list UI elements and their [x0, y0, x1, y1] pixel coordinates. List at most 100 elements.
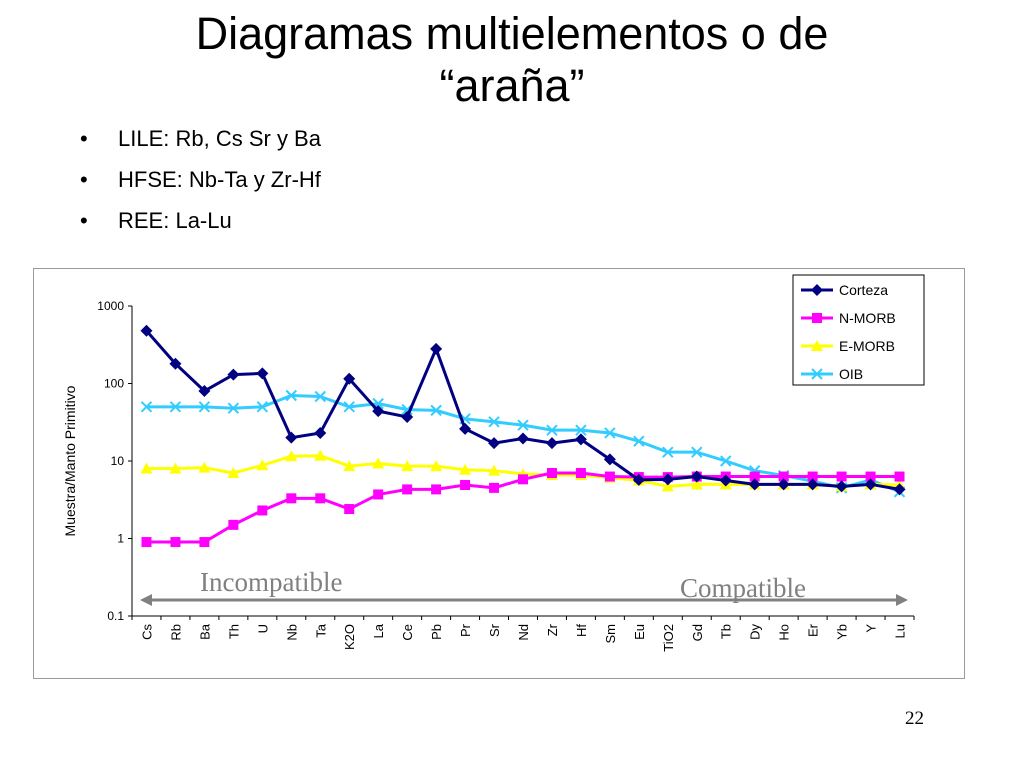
- data-point-corteza: [574, 433, 587, 446]
- annotation-compatible: Compatible: [680, 573, 806, 603]
- data-point-n-morb: [749, 471, 760, 482]
- x-tick-label: Ce: [400, 624, 415, 641]
- data-point-corteza: [690, 470, 703, 483]
- data-point-oib: [256, 401, 269, 413]
- data-point-corteza: [806, 478, 819, 491]
- x-tick-label: Sm: [603, 624, 618, 644]
- data-point-oib: [720, 455, 732, 467]
- data-point-e-morb: [372, 457, 385, 469]
- data-point-n-morb: [228, 519, 239, 530]
- x-tick-label: K2O: [342, 624, 357, 650]
- x-tick-label: Eu: [632, 624, 647, 640]
- data-point-corteza: [835, 480, 848, 493]
- data-point-n-morb: [431, 484, 442, 495]
- legend-label-oib: OIB: [839, 366, 863, 382]
- data-point-corteza: [256, 367, 269, 380]
- compatibility-arrow-left-head: [140, 594, 152, 606]
- data-point-n-morb: [257, 505, 268, 516]
- data-point-e-morb: [661, 480, 674, 492]
- data-point-n-morb: [865, 471, 876, 482]
- data-point-e-morb: [285, 450, 298, 462]
- data-point-corteza: [545, 437, 558, 450]
- data-point-corteza: [488, 437, 501, 450]
- data-point-n-morb: [402, 484, 413, 495]
- data-point-corteza: [632, 473, 645, 486]
- x-tick-label: Hf: [574, 624, 589, 637]
- data-point-n-morb: [778, 471, 789, 482]
- data-point-oib: [488, 416, 500, 428]
- data-point-oib: [285, 389, 298, 402]
- data-point-n-morb: [199, 537, 210, 548]
- x-tick-label: Sr: [487, 623, 502, 637]
- data-point-n-morb: [170, 537, 181, 548]
- x-tick-label: Ba: [197, 623, 212, 640]
- bullet-item-hfse: • HFSE: Nb-Ta y Zr-Hf: [80, 159, 321, 200]
- y-tick-label: 100: [104, 377, 124, 391]
- x-tick-label: Y: [864, 624, 879, 633]
- data-point-n-morb: [315, 493, 326, 504]
- x-tick-label: Gd: [690, 624, 705, 641]
- x-tick-label: Ta: [313, 623, 328, 638]
- x-tick-label: Dy: [748, 624, 763, 640]
- data-point-oib: [227, 402, 240, 414]
- data-point-e-morb: [140, 462, 153, 474]
- data-point-e-morb: [343, 460, 356, 472]
- data-point-n-morb: [894, 471, 905, 482]
- data-point-e-morb: [690, 478, 703, 490]
- data-point-corteza: [372, 405, 385, 418]
- data-point-corteza: [343, 372, 356, 385]
- x-tick-label: Lu: [893, 624, 908, 638]
- data-point-oib: [517, 419, 529, 431]
- data-point-n-morb: [489, 482, 500, 493]
- data-point-corteza: [893, 483, 906, 496]
- x-tick-label: Ho: [777, 624, 792, 641]
- data-point-corteza: [227, 368, 240, 381]
- data-point-n-morb: [575, 468, 586, 479]
- data-point-oib: [169, 401, 182, 413]
- data-point-e-morb: [314, 449, 327, 461]
- data-point-oib: [140, 401, 153, 413]
- data-point-oib: [343, 401, 355, 413]
- y-tick-label: 1: [117, 532, 124, 546]
- chart-frame: 0.1 1 10 100 1000 Muestra/Manto Primitivo Cs Rb…: [33, 268, 965, 679]
- data-point-n-morb: [460, 480, 471, 491]
- bullet-icon: •: [80, 167, 88, 192]
- data-point-n-morb: [373, 489, 384, 500]
- data-point-oib: [314, 390, 326, 403]
- y-tick-label: 10: [111, 454, 125, 468]
- legend-marker-oib: [811, 368, 823, 380]
- data-point-corteza: [661, 473, 674, 486]
- compatibility-arrow-right-head: [896, 594, 908, 606]
- data-point-corteza: [314, 426, 327, 439]
- slide-title-line-2: “araña”: [439, 60, 585, 111]
- data-point-corteza: [748, 478, 761, 491]
- data-point-oib: [198, 401, 211, 413]
- data-point-corteza: [459, 422, 472, 435]
- data-point-oib: [575, 424, 587, 436]
- x-tick-label: TiO2: [661, 624, 676, 652]
- slide-title: Diagramas multielementos o de “araña”: [0, 8, 1024, 112]
- y-axis-label: Muestra/Manto Primitivo: [62, 385, 78, 536]
- legend-label-n-morb: N-MORB: [839, 310, 896, 326]
- data-point-n-morb: [141, 537, 152, 548]
- bullet-text: LILE: Rb, Cs Sr y Ba: [118, 126, 321, 151]
- data-point-n-morb: [807, 471, 818, 482]
- data-point-corteza: [401, 410, 414, 423]
- data-point-n-morb: [604, 471, 615, 482]
- data-point-e-morb: [430, 460, 443, 472]
- legend-label-e-morb: E-MORB: [839, 338, 895, 354]
- data-point-n-morb: [286, 493, 297, 504]
- data-point-oib: [633, 435, 645, 447]
- data-point-corteza: [719, 474, 732, 487]
- data-point-n-morb: [836, 471, 847, 482]
- data-point-e-morb: [459, 463, 472, 475]
- data-point-corteza: [430, 342, 443, 355]
- annotation-incompatible: Incompatible: [200, 567, 342, 597]
- data-point-e-morb: [227, 467, 240, 479]
- data-point-corteza: [140, 324, 153, 337]
- data-point-oib: [604, 427, 616, 439]
- data-point-corteza: [777, 478, 790, 491]
- x-tick-label: Nd: [516, 624, 531, 641]
- x-tick-label: Cs: [139, 624, 154, 640]
- data-point-n-morb: [546, 468, 557, 479]
